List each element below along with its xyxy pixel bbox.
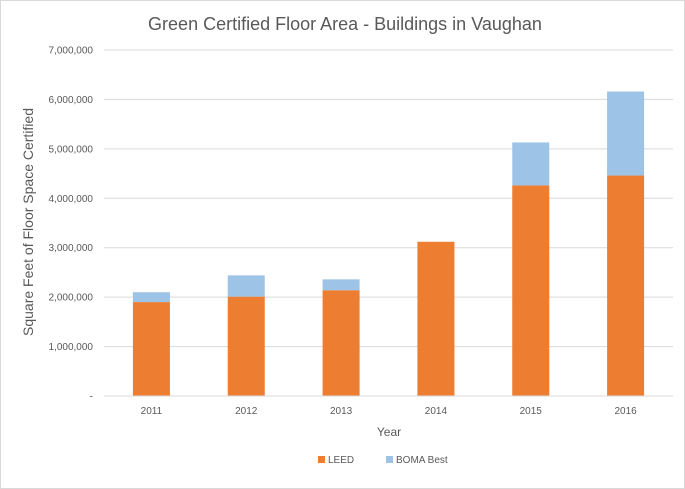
x-tick-label: 2013 bbox=[330, 406, 353, 417]
bar-boma-best bbox=[132, 292, 170, 303]
x-axis-title: Year bbox=[377, 425, 401, 439]
bar-boma-best bbox=[607, 91, 645, 176]
gridlines bbox=[104, 49, 673, 348]
x-tick-label: 2015 bbox=[520, 406, 543, 417]
legend-label: BOMA Best bbox=[396, 455, 448, 466]
y-tick-label: 6,000,000 bbox=[49, 95, 94, 106]
x-tick-label: 2011 bbox=[141, 406, 163, 417]
bar-boma-best bbox=[227, 275, 265, 297]
x-tick-label: 2016 bbox=[614, 406, 637, 417]
y-axis-title: Square Feet of Floor Space Certified bbox=[20, 108, 36, 336]
y-tick-label: 1,000,000 bbox=[49, 342, 94, 353]
bar-leed bbox=[132, 302, 170, 396]
bar-boma-best bbox=[512, 142, 550, 186]
legend: LEED BOMA Best bbox=[318, 455, 448, 466]
x-tick-label: 2012 bbox=[235, 406, 258, 417]
y-tick-label: 4,000,000 bbox=[49, 194, 94, 205]
y-axis-ticks: - 1,000,000 2,000,000 3,000,000 4,000,000 5,0… bbox=[49, 46, 94, 403]
x-axis-ticks: 2011 2012 2013 2014 2015 2016 bbox=[141, 406, 637, 417]
bar-leed bbox=[512, 185, 550, 396]
y-tick-label: 3,000,000 bbox=[49, 243, 94, 254]
y-tick-label: 2,000,000 bbox=[49, 293, 94, 304]
y-tick-label: 5,000,000 bbox=[49, 144, 94, 155]
bar-leed bbox=[607, 175, 645, 396]
legend-swatch bbox=[386, 456, 393, 463]
legend-label: LEED bbox=[328, 455, 354, 466]
bar-leed bbox=[322, 290, 360, 396]
bar-leed bbox=[227, 296, 265, 396]
y-tick-label: - bbox=[90, 392, 93, 403]
chart-title: Green Certified Floor Area - Buildings i… bbox=[148, 14, 542, 34]
x-tick-label: 2014 bbox=[425, 406, 448, 417]
bar-boma-best bbox=[322, 279, 360, 291]
y-tick-label: 7,000,000 bbox=[49, 46, 94, 57]
legend-swatch bbox=[318, 456, 325, 463]
bar-leed bbox=[417, 241, 455, 396]
bars bbox=[132, 91, 645, 396]
